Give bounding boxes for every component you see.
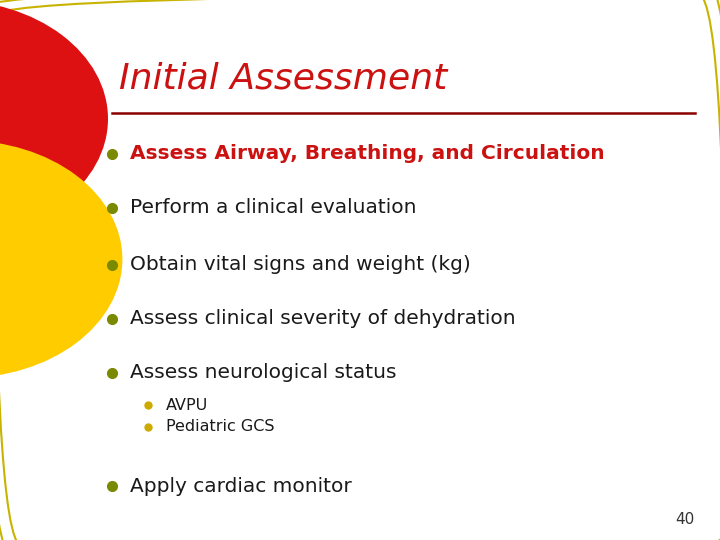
Text: Initial Assessment: Initial Assessment xyxy=(119,62,447,95)
Text: Perform a clinical evaluation: Perform a clinical evaluation xyxy=(130,198,416,218)
Text: Pediatric GCS: Pediatric GCS xyxy=(166,419,274,434)
Text: Assess neurological status: Assess neurological status xyxy=(130,363,396,382)
Text: Assess Airway, Breathing, and Circulation: Assess Airway, Breathing, and Circulatio… xyxy=(130,144,604,164)
Circle shape xyxy=(0,0,108,238)
Text: Apply cardiac monitor: Apply cardiac monitor xyxy=(130,476,351,496)
Text: 40: 40 xyxy=(675,511,695,526)
Circle shape xyxy=(0,140,122,378)
Text: Assess clinical severity of dehydration: Assess clinical severity of dehydration xyxy=(130,309,516,328)
Text: AVPU: AVPU xyxy=(166,397,208,413)
Text: Obtain vital signs and weight (kg): Obtain vital signs and weight (kg) xyxy=(130,255,470,274)
